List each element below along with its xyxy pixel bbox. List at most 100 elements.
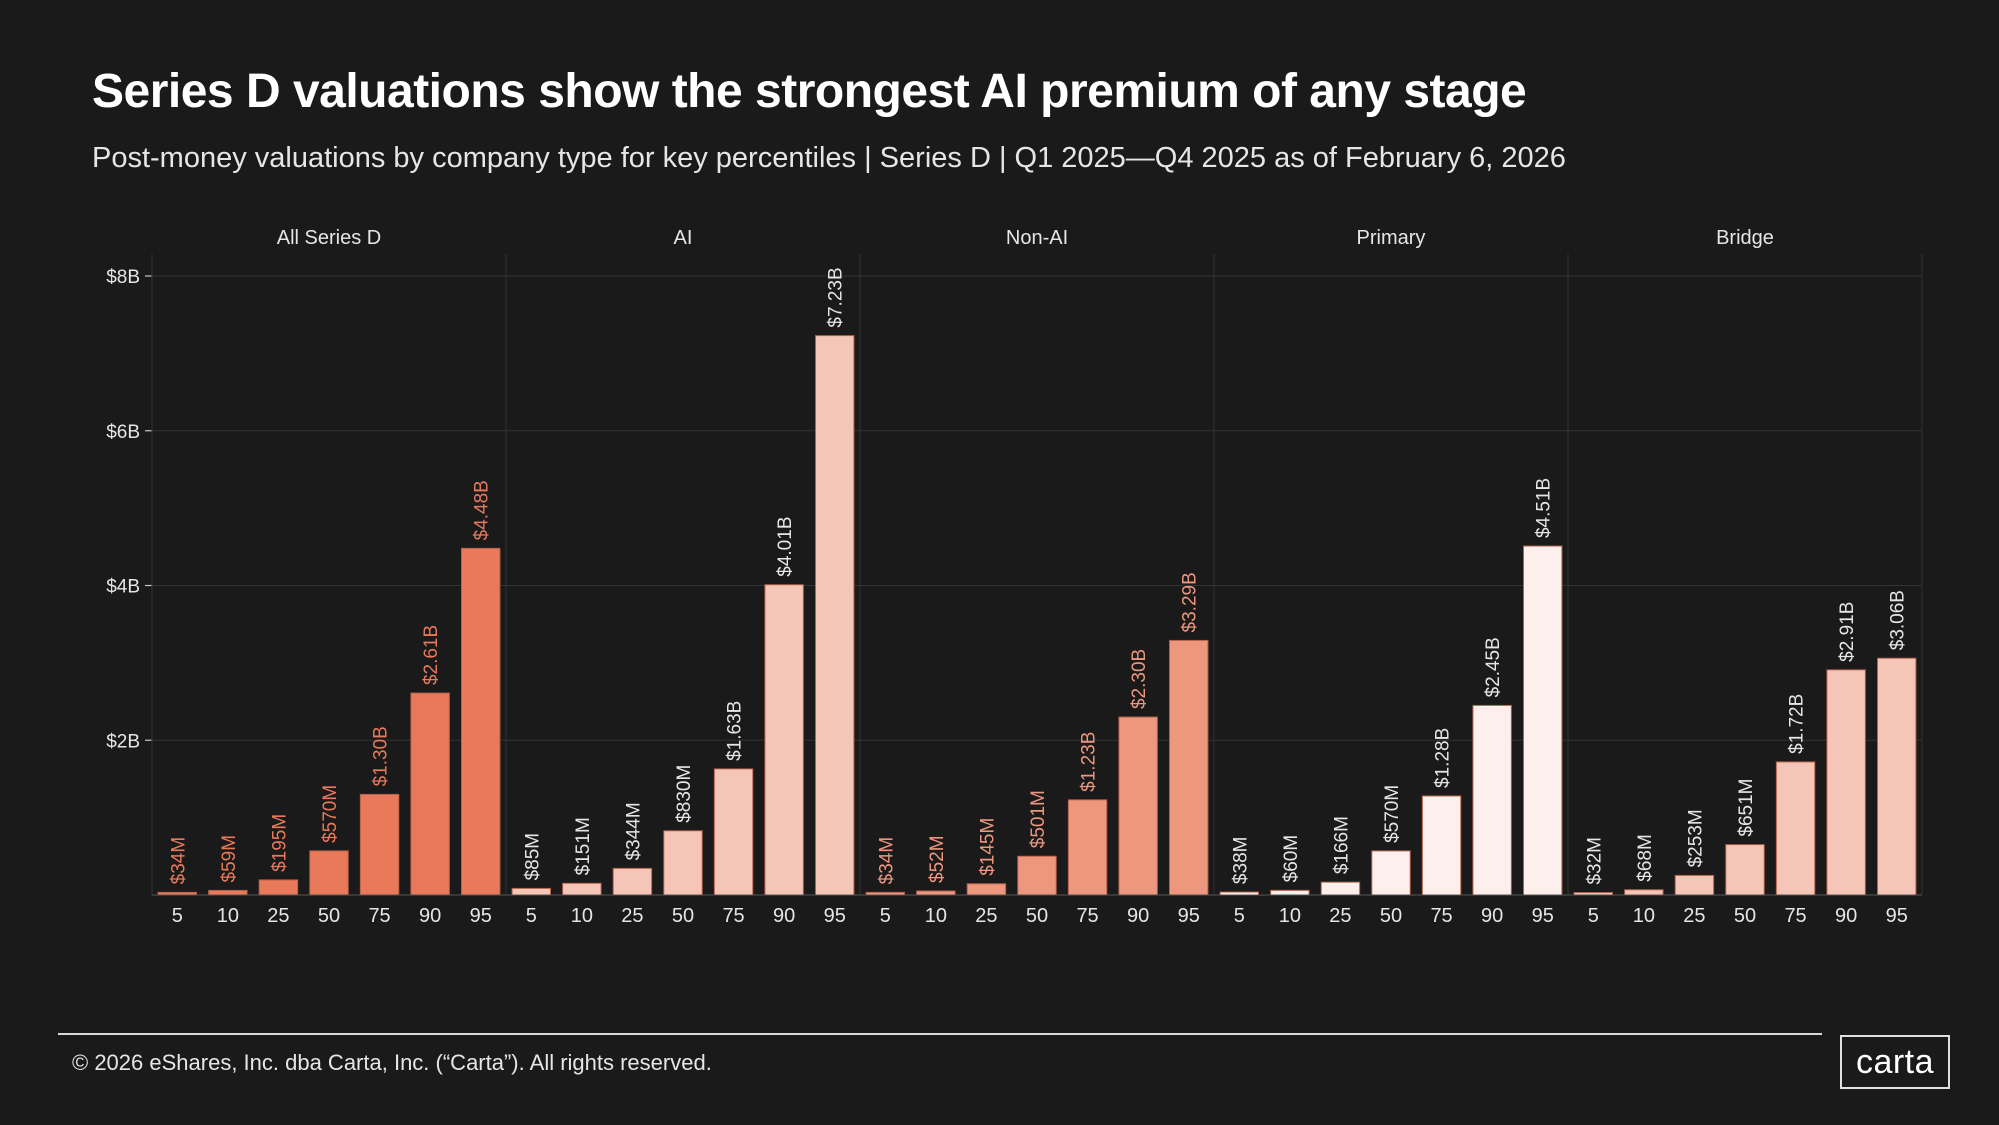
x-tick-label: 5 — [172, 905, 183, 927]
x-tick-label: 10 — [1633, 905, 1655, 927]
x-tick-label: 25 — [1683, 905, 1705, 927]
panel-title: Bridge — [1716, 227, 1774, 249]
x-tick-label: 75 — [1076, 905, 1098, 927]
panel-title: All Series D — [277, 227, 381, 249]
x-tick-label: 10 — [1279, 905, 1301, 927]
bar-value-label: $145M — [977, 818, 998, 876]
x-tick-label: 90 — [1481, 905, 1503, 927]
x-tick-label: 95 — [470, 905, 492, 927]
footer-divider — [58, 1033, 1822, 1035]
panel-title: AI — [674, 227, 693, 249]
bar-value-label: $85M — [522, 833, 543, 881]
bar-value-label: $1.63B — [725, 701, 746, 761]
x-tick-label: 25 — [267, 905, 289, 927]
bar-value-label: $651M — [1736, 779, 1757, 837]
x-tick-label: 5 — [1588, 905, 1599, 927]
x-tick-label: 90 — [419, 905, 441, 927]
x-tick-label: 95 — [1886, 905, 1908, 927]
bar — [1371, 850, 1411, 896]
chart-subtitle: Post-money valuations by company type fo… — [92, 142, 1566, 174]
bar-value-label: $59M — [219, 835, 240, 883]
y-tick-label: $6B — [106, 422, 140, 443]
x-tick-label: 75 — [722, 905, 744, 927]
x-tick-label: 5 — [1234, 905, 1245, 927]
x-tick-label: 25 — [621, 905, 643, 927]
bar — [1017, 855, 1057, 896]
bar-value-label: $344M — [623, 802, 644, 860]
panel-title: Primary — [1357, 227, 1426, 249]
bar-value-label: $38M — [1230, 837, 1251, 885]
x-tick-label: 90 — [773, 905, 795, 927]
bar-value-label: $3.29B — [1180, 572, 1201, 632]
bar — [1320, 881, 1361, 896]
bar-value-label: $195M — [269, 814, 290, 872]
bar-value-label: $1.72B — [1787, 694, 1808, 754]
bar — [562, 882, 602, 896]
bar-value-label: $34M — [168, 837, 189, 885]
bar-value-label: $32M — [1584, 837, 1605, 885]
x-tick-label: 95 — [824, 905, 846, 927]
bar-value-label: $501M — [1028, 790, 1049, 848]
bar-value-label: $1.23B — [1079, 732, 1100, 792]
x-tick-label: 10 — [571, 905, 593, 927]
x-tick-label: 95 — [1178, 905, 1200, 927]
x-tick-label: 10 — [217, 905, 239, 927]
x-tick-label: 25 — [975, 905, 997, 927]
bar-value-label: $7.23B — [826, 267, 847, 327]
bar — [1067, 799, 1108, 896]
bar — [1624, 889, 1664, 896]
bar-value-label: $151M — [573, 817, 594, 875]
bar-value-label: $4.51B — [1534, 478, 1555, 538]
bar — [1826, 669, 1866, 896]
x-tick-label: 5 — [526, 905, 537, 927]
x-tick-label: 90 — [1835, 905, 1857, 927]
bar-value-label: $60M — [1281, 835, 1302, 883]
bar — [1270, 889, 1310, 896]
bar-value-label: $2.30B — [1129, 649, 1150, 709]
bar — [966, 883, 1007, 896]
x-tick-label: 50 — [672, 905, 694, 927]
bar-value-label: $830M — [674, 765, 695, 823]
x-tick-label: 5 — [880, 905, 891, 927]
bar — [764, 584, 804, 896]
bar — [1118, 716, 1158, 896]
bar — [1472, 704, 1512, 896]
bar — [410, 692, 450, 896]
bar-value-label: $2.61B — [421, 625, 442, 685]
x-tick-label: 90 — [1127, 905, 1149, 927]
bar — [208, 889, 248, 896]
carta-logo: carta — [1840, 1035, 1950, 1089]
bar-value-label: $3.06B — [1888, 590, 1909, 650]
bar-value-label: $4.01B — [775, 516, 796, 576]
bar — [612, 867, 653, 896]
bar — [309, 850, 349, 896]
bar-value-label: $570M — [1382, 785, 1403, 843]
x-tick-label: 50 — [1734, 905, 1756, 927]
copyright-text: © 2026 eShares, Inc. dba Carta, Inc. (“C… — [72, 1050, 712, 1075]
bar-value-label: $52M — [927, 835, 948, 883]
x-tick-label: 75 — [368, 905, 390, 927]
bar — [1775, 761, 1816, 896]
bar — [511, 887, 552, 896]
bar-value-label: $34M — [876, 837, 897, 885]
x-tick-label: 75 — [1430, 905, 1452, 927]
y-tick-label: $4B — [106, 577, 140, 598]
y-tick-label: $2B — [106, 731, 140, 752]
bar — [1421, 795, 1462, 896]
bar — [1674, 874, 1715, 896]
chart-title: Series D valuations show the strongest A… — [92, 65, 1527, 118]
bar — [713, 768, 754, 896]
bar — [1522, 545, 1563, 896]
bar — [359, 793, 400, 896]
bar-value-label: $253M — [1685, 809, 1706, 867]
bar — [916, 890, 956, 896]
bar — [460, 547, 501, 896]
bar — [1876, 657, 1917, 896]
bar-value-label: $2.91B — [1837, 602, 1858, 662]
bar — [814, 335, 855, 896]
bar — [258, 879, 299, 896]
x-tick-label: 50 — [1026, 905, 1048, 927]
bar-value-label: $1.30B — [371, 726, 392, 786]
y-tick-label: $8B — [106, 267, 140, 288]
x-tick-label: 25 — [1329, 905, 1351, 927]
